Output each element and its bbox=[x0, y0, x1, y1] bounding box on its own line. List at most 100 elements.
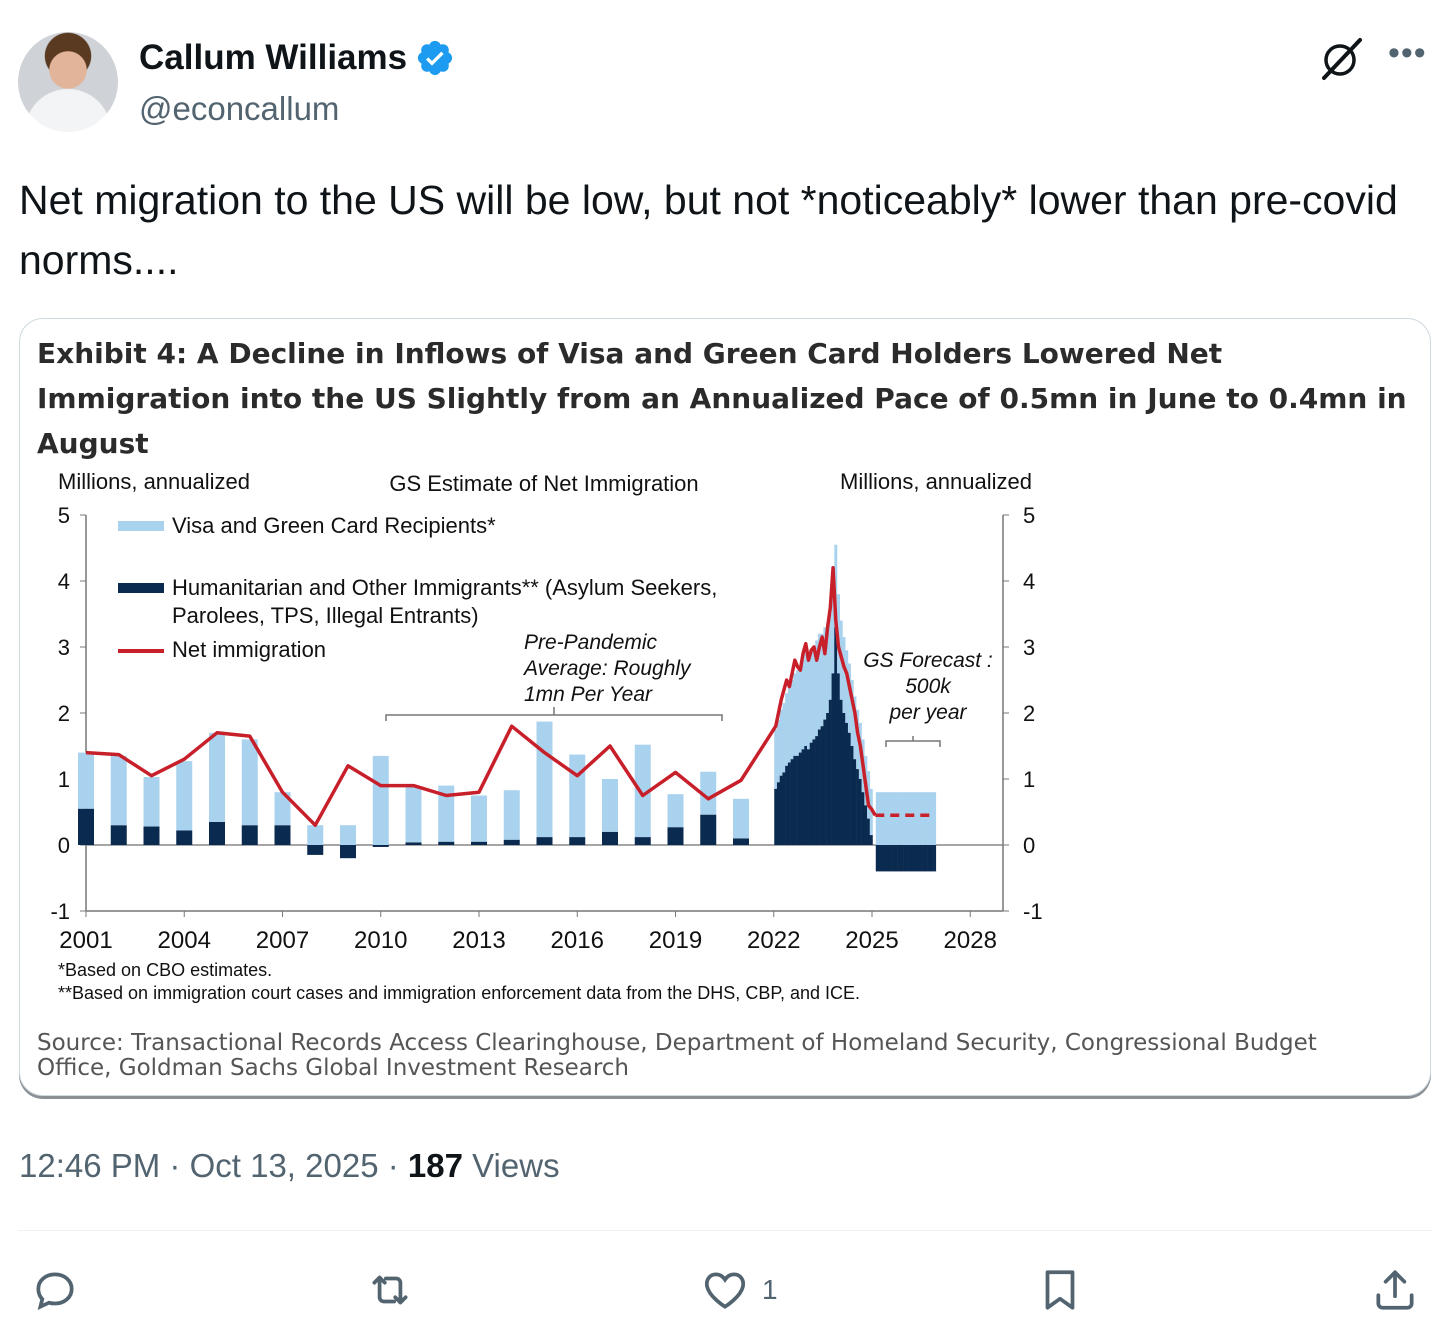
bar-humanitarian bbox=[438, 841, 455, 845]
bar-visa-forecast bbox=[903, 792, 907, 845]
bar-humanitarian bbox=[78, 808, 94, 845]
bar-humanitarian-monthly bbox=[826, 713, 830, 845]
x-tick-label: 2016 bbox=[551, 927, 604, 954]
bar-humanitarian-forecast bbox=[924, 845, 928, 872]
net-immigration-line bbox=[85, 566, 877, 827]
bar-humanitarian-monthly bbox=[809, 742, 813, 845]
grok-icon[interactable] bbox=[1318, 36, 1364, 82]
bar-humanitarian-monthly bbox=[839, 699, 843, 845]
bar-visa-forecast bbox=[883, 792, 887, 845]
bar-humanitarian bbox=[634, 837, 651, 845]
bar-humanitarian-monthly bbox=[796, 755, 800, 845]
bar-humanitarian-monthly bbox=[793, 755, 797, 845]
tweet-date[interactable]: Oct 13, 2025 bbox=[189, 1147, 379, 1184]
bar-humanitarian-forecast bbox=[905, 845, 909, 872]
bar-visa-forecast bbox=[927, 792, 931, 845]
bar-humanitarian bbox=[143, 826, 160, 845]
bar-visa-forecast bbox=[905, 792, 909, 845]
y-tick-label-left: 4 bbox=[58, 569, 70, 594]
share-button[interactable] bbox=[1370, 1262, 1420, 1318]
avatar[interactable] bbox=[18, 32, 118, 132]
bar-visa-monthly bbox=[845, 650, 849, 723]
bar-visa-forecast bbox=[922, 792, 926, 845]
bar-humanitarian-monthly bbox=[858, 779, 862, 845]
bar-visa-monthly bbox=[798, 666, 802, 753]
x-tick-label: 2001 bbox=[59, 927, 112, 954]
y-axis-label-left: Millions, annualized bbox=[58, 469, 250, 494]
forecast-bracket bbox=[885, 736, 941, 747]
y-tick-label-right: 2 bbox=[1023, 701, 1035, 726]
y-tick-label-right: 4 bbox=[1023, 569, 1035, 594]
bar-visa-monthly bbox=[787, 686, 791, 763]
bar-visa-forecast bbox=[878, 792, 882, 845]
bar-humanitarian-monthly bbox=[815, 736, 819, 845]
bar-humanitarian-monthly bbox=[782, 772, 786, 845]
bookmark-button[interactable] bbox=[1035, 1262, 1085, 1318]
bar-humanitarian-forecast bbox=[886, 845, 890, 872]
bar-visa-monthly bbox=[815, 640, 819, 737]
x-tick-label: 2025 bbox=[845, 927, 898, 954]
more-options-icon[interactable]: ••• bbox=[1388, 34, 1427, 72]
bar-humanitarian-forecast bbox=[913, 845, 917, 872]
bar-humanitarian bbox=[241, 825, 258, 845]
prepandemic-bracket bbox=[385, 707, 723, 721]
bar-humanitarian-monthly bbox=[861, 792, 865, 845]
bar-humanitarian bbox=[176, 830, 193, 845]
like-icon bbox=[704, 1272, 746, 1309]
bar-humanitarian-forecast bbox=[916, 845, 920, 872]
bar-humanitarian-forecast bbox=[892, 845, 896, 872]
x-tick-label: 2019 bbox=[649, 927, 702, 954]
bar-humanitarian-monthly bbox=[831, 673, 835, 845]
bar-visa-monthly bbox=[812, 647, 816, 740]
bar-humanitarian-monthly bbox=[837, 673, 841, 845]
bar-visa-monthly bbox=[853, 696, 857, 760]
bar-humanitarian bbox=[372, 845, 389, 847]
bar-visa-forecast bbox=[892, 792, 896, 845]
divider bbox=[18, 1230, 1433, 1231]
bar-humanitarian bbox=[307, 845, 324, 855]
annotation-forecast: GS Forecast : bbox=[863, 649, 993, 672]
bar-humanitarian-monthly bbox=[828, 699, 832, 845]
legend-label-net: Net immigration bbox=[172, 637, 326, 662]
y-tick-label-left: 2 bbox=[58, 701, 70, 726]
x-tick-label: 2022 bbox=[747, 927, 800, 954]
reply-button[interactable] bbox=[30, 1262, 92, 1318]
bar-humanitarian-forecast bbox=[930, 845, 934, 872]
chart-title: GS Estimate of Net Immigration bbox=[389, 471, 698, 496]
y-tick-label-right: 1 bbox=[1023, 767, 1035, 792]
tweet-time[interactable]: 12:46 PM bbox=[19, 1147, 161, 1184]
exhibit-title: Exhibit 4: A Decline in Inflows of Visa … bbox=[37, 337, 1407, 460]
views-label: Views bbox=[472, 1147, 560, 1184]
footnote-dhs: **Based on immigration court cases and i… bbox=[58, 983, 861, 1003]
bar-visa bbox=[634, 744, 651, 838]
bar-humanitarian-monthly bbox=[869, 835, 873, 845]
bar-visa bbox=[110, 755, 127, 826]
bar-humanitarian-forecast bbox=[889, 845, 893, 872]
bar-visa-monthly bbox=[801, 660, 805, 750]
bar-visa-forecast bbox=[919, 792, 923, 845]
bar-visa-monthly bbox=[842, 637, 846, 713]
retweet-button[interactable] bbox=[365, 1262, 427, 1318]
like-button[interactable]: 1 bbox=[700, 1262, 778, 1318]
bar-visa bbox=[438, 785, 455, 842]
author-name[interactable]: Callum Williams bbox=[139, 38, 455, 78]
bar-visa bbox=[307, 825, 324, 845]
bar-visa-forecast bbox=[900, 792, 904, 845]
bar-humanitarian-monthly bbox=[850, 746, 854, 845]
bar-visa bbox=[503, 790, 520, 840]
bar-visa bbox=[471, 795, 487, 842]
bar-humanitarian bbox=[733, 838, 749, 845]
bar-humanitarian-forecast bbox=[919, 845, 923, 872]
bar-humanitarian-monthly bbox=[834, 627, 838, 845]
attached-chart-image[interactable]: Exhibit 4: A Decline in Inflows of Visa … bbox=[19, 318, 1431, 1096]
bar-visa bbox=[209, 732, 225, 822]
verified-badge-icon bbox=[418, 40, 453, 76]
bar-humanitarian-monthly bbox=[845, 722, 849, 845]
annotation-prepandemic: 1mn Per Year bbox=[524, 683, 653, 706]
bar-humanitarian-monthly bbox=[807, 749, 810, 845]
bar-visa-forecast bbox=[889, 792, 893, 845]
bar-humanitarian-monthly bbox=[847, 732, 851, 845]
author-handle[interactable]: @econcallum bbox=[139, 90, 340, 127]
bar-humanitarian-monthly bbox=[787, 762, 791, 845]
bar-visa bbox=[536, 721, 553, 838]
